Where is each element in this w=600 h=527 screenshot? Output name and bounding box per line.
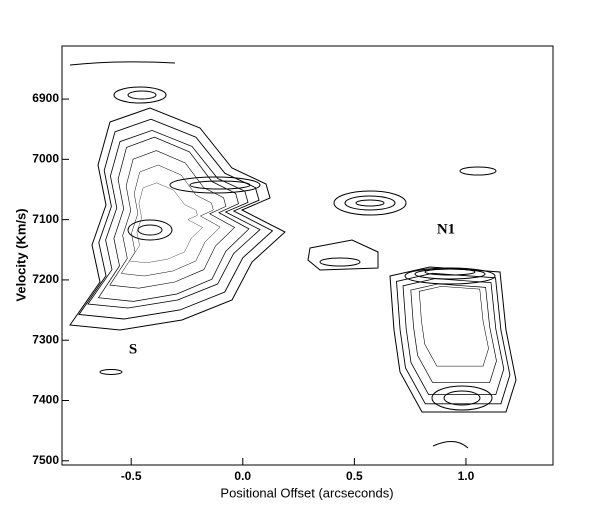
contour <box>431 385 493 411</box>
contour <box>99 369 123 375</box>
contour <box>418 286 489 367</box>
y-tick-label: 7200 <box>32 272 59 286</box>
contour <box>432 441 469 449</box>
contour <box>402 278 505 396</box>
contour <box>69 61 176 66</box>
contour <box>424 268 476 276</box>
contour <box>344 195 396 211</box>
y-tick-label: 6900 <box>32 91 59 105</box>
x-tick-label: -0.5 <box>121 469 142 483</box>
annotation: N1 <box>437 221 455 237</box>
contour <box>396 272 511 405</box>
contour <box>333 190 407 216</box>
contour <box>410 283 497 383</box>
contours <box>69 61 517 449</box>
y-tick-label: 7400 <box>32 393 59 407</box>
x-axis-label: Positional Offset (arcseconds) <box>220 485 393 500</box>
x-tick-label: 1.0 <box>458 469 475 483</box>
contour <box>113 86 167 104</box>
x-tick-label: 0.0 <box>234 469 251 483</box>
contour <box>414 268 486 280</box>
x-tick-label: 0.5 <box>346 469 363 483</box>
contour <box>78 118 273 320</box>
y-tick-label: 7300 <box>32 332 59 346</box>
contour <box>127 219 173 241</box>
contour <box>319 257 361 267</box>
contour <box>404 267 496 285</box>
y-tick-label: 7500 <box>32 453 59 467</box>
y-tick-label: 7000 <box>32 152 59 166</box>
contour <box>307 239 379 271</box>
y-axis-label: Velocity (Km/s) <box>13 208 28 301</box>
y-tick-label: 7100 <box>32 212 59 226</box>
contour <box>355 199 385 207</box>
plot-frame <box>61 45 554 466</box>
contour <box>127 90 157 100</box>
contour <box>69 107 286 331</box>
contour <box>189 180 251 190</box>
annotation: S <box>129 341 137 357</box>
contour <box>459 166 497 176</box>
contour <box>87 129 261 309</box>
contour <box>137 224 163 236</box>
contour <box>169 176 261 194</box>
contour <box>443 390 481 406</box>
